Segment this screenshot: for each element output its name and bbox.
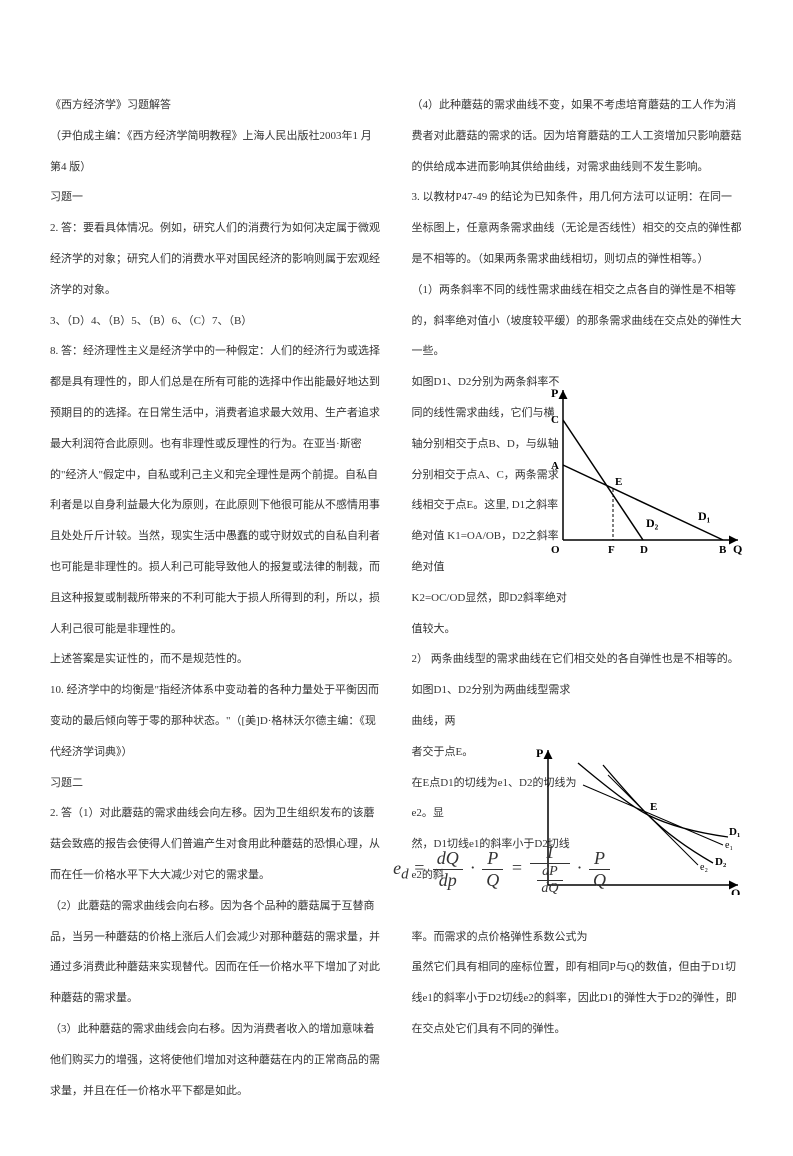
text-para: 3. 以教材P47-49 的结论为已知条件，用几何方法可以证明：在同一坐标图上，… xyxy=(412,182,744,274)
text-para: 2） 两条曲线型的需求曲线在它们相交处的各自弹性也是不相等的。 xyxy=(412,644,744,675)
label-d1: D₁ xyxy=(729,826,740,838)
fraction: P Q xyxy=(589,848,610,891)
dot: · xyxy=(470,858,475,878)
label-f: F xyxy=(608,544,615,555)
label-d: D xyxy=(640,544,648,555)
text-para: （4）此种蘑菇的需求曲线不变，如果不考虑培育蘑菇的工人作为消费者对此蘑菇的需求的… xyxy=(412,90,744,182)
fraction: 1 dP dQ xyxy=(530,842,569,897)
text-para: 率。而需求的点价格弹性系数公式为 xyxy=(412,922,744,953)
text-para: 值较大。 xyxy=(412,614,744,645)
text-para: 2. 答：要看具体情况。例如，研究人们的消费行为如何决定属于微观经济学的对象；研… xyxy=(50,213,382,305)
label-b: B xyxy=(719,544,727,555)
text-para: （1）两条斜率不同的线性需求曲线在相交之点各自的弹性是不相等的，斜率绝对值小（坡… xyxy=(412,275,744,367)
axis-label-p: P xyxy=(536,746,543,760)
text-para: K2=OC/OD显然，即D2斜率绝对 xyxy=(412,583,744,614)
var-ed: ed xyxy=(393,858,409,878)
dot: · xyxy=(577,858,582,878)
text-para: 《西方经济学》习题解答 xyxy=(50,90,382,121)
label-d2: D₂ xyxy=(715,856,727,868)
text-para: （尹伯成主编：《西方经济学简明教程》上海人民出版社2003年1 月第4 版） xyxy=(50,121,382,183)
text-para: 2. 答（1）对此蘑菇的需求曲线会向左移。因为卫生组织发布的该蘑菇会致癌的报告会… xyxy=(50,798,382,890)
axis-label-q: Q xyxy=(733,542,742,555)
text-para: 8. 答：经济理性主义是经济学中的一种假定：人们的经济行为或选择都是具有理性的，… xyxy=(50,336,382,644)
text-para: 上述答案是实证性的，而不是规范性的。 xyxy=(50,644,382,675)
text-para: 绝对值 xyxy=(412,552,592,583)
text-para: 3、（D）4、（B）5、（B）6、（C）7、（B） xyxy=(50,306,382,337)
column-left: 《西方经济学》习题解答 （尹伯成主编：《西方经济学简明教程》上海人民出版社200… xyxy=(50,90,382,1106)
axis-label-p: P xyxy=(551,386,558,400)
label-e: E xyxy=(650,801,657,813)
label-d1: D₁ xyxy=(698,509,711,523)
label-e: E xyxy=(615,476,622,488)
text-para: 虽然它们具有相同的座标位置，即有相同P与Q的数值，但由于D1切线e1的斜率小于D… xyxy=(412,952,744,1044)
text-para: 习题一 xyxy=(50,182,382,213)
equals: = xyxy=(413,858,425,878)
page-content: 《西方经济学》习题解答 （尹伯成主编：《西方经济学简明教程》上海人民出版社200… xyxy=(0,0,793,1156)
label-o: O xyxy=(551,544,560,555)
text-para: 如图D1、D2分别为两曲线型需求曲线，两 xyxy=(412,675,577,737)
label-c: C xyxy=(551,414,559,426)
text-para: （3）此种蘑菇的需求曲线会向右移。因为消费者收入的增加意味着他们购买力的增强，这… xyxy=(50,1014,382,1106)
fraction: dQ dp xyxy=(433,848,463,891)
fraction: P Q xyxy=(482,848,503,891)
axis-label-q: Q xyxy=(731,886,740,895)
label-a: A xyxy=(551,460,559,472)
label-e2: e₂ xyxy=(700,862,708,873)
label-d2: D₂ xyxy=(646,516,659,530)
equals: = xyxy=(511,858,523,878)
label-e1: e₁ xyxy=(725,840,733,851)
demand-curve-linear-figure: P Q O A C E F D B D₁ D₂ xyxy=(543,385,743,555)
column-right: （4）此种蘑菇的需求曲线不变，如果不考虑培育蘑菇的工人作为消费者对此蘑菇的需求的… xyxy=(412,90,744,1106)
text-para: 习题二 xyxy=(50,768,382,799)
text-para: 10. 经济学中的均衡是"指经济体系中变动着的各种力量处于平衡因而变动的最后倾向… xyxy=(50,675,382,767)
elasticity-formula: ed = dQ dp · P Q = 1 dP dQ · P Q xyxy=(393,842,613,897)
text-para: （2）此蘑菇的需求曲线会向右移。因为各个品种的蘑菇属于互替商品，当另一种蘑菇的价… xyxy=(50,891,382,1014)
